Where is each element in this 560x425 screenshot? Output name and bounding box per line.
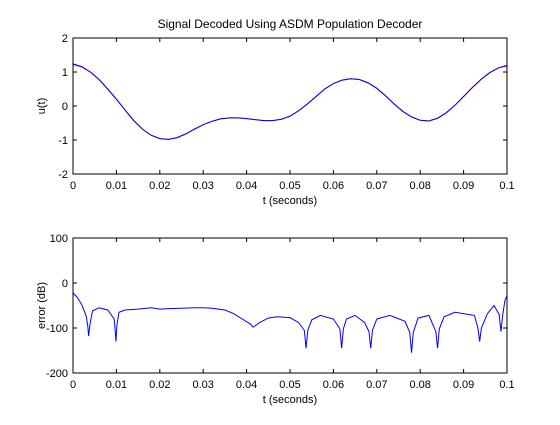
- y-axis-label: u(t): [36, 98, 48, 115]
- x-tick-label: 0.07: [366, 180, 387, 192]
- x-tick-label: 0.06: [323, 180, 344, 192]
- x-tick-label: 0.1: [499, 379, 514, 391]
- x-tick-label: 0.04: [236, 379, 257, 391]
- y-tick-label: 2: [62, 33, 68, 45]
- x-tick-label: 0.09: [453, 180, 474, 192]
- x-tick-label: 0.04: [236, 180, 257, 192]
- chart-top-series-1-line: [73, 63, 507, 140]
- x-tick-label: 0.08: [409, 379, 430, 391]
- y-tick-label: -100: [46, 323, 68, 335]
- x-tick-label: 0.03: [192, 180, 213, 192]
- y-axis-label: error (dB): [36, 282, 48, 329]
- x-tick-label: 0.08: [409, 180, 430, 192]
- x-tick-label: 0.07: [366, 379, 387, 391]
- chart-bottom-error: 0 0.01 0.02 0.03 0.04 0.05 0.06 0.07 0.08 0.09 0.1…: [36, 233, 515, 406]
- y-tick-label: 1: [62, 67, 68, 79]
- x-tick-label: 0.01: [106, 379, 127, 391]
- x-tick-label: 0.01: [106, 180, 127, 192]
- x-tick-label: 0.02: [149, 180, 170, 192]
- chart-top-signal: 0 0.01 0.02 0.03 0.04 0.05 0.06 0.07 0.08 0.09 0.1…: [36, 17, 515, 207]
- y-tick-label: -1: [58, 135, 68, 147]
- chart-title: Signal Decoded Using ASDM Population Dec…: [158, 17, 423, 31]
- x-tick-label: 0: [70, 379, 76, 391]
- x-tick-label: 0: [70, 180, 76, 192]
- x-tick-label: 0.1: [499, 180, 514, 192]
- x-axis-label: t (seconds): [263, 195, 317, 207]
- x-tick-label: 0.09: [453, 379, 474, 391]
- y-tick-label: 0: [62, 278, 68, 290]
- x-tick-label: 0.03: [192, 379, 213, 391]
- x-axis-label: t (seconds): [263, 394, 317, 406]
- y-tick-label: -2: [58, 169, 68, 181]
- chart-bottom-series-0-line: [73, 292, 507, 353]
- y-tick-label: 0: [62, 101, 68, 113]
- x-tick-label: 0.02: [149, 379, 170, 391]
- y-tick-label: 100: [50, 233, 68, 245]
- x-tick-label: 0.05: [279, 180, 300, 192]
- x-tick-label: 0.05: [279, 379, 300, 391]
- y-tick-label: -200: [46, 368, 68, 380]
- x-tick-label: 0.06: [323, 379, 344, 391]
